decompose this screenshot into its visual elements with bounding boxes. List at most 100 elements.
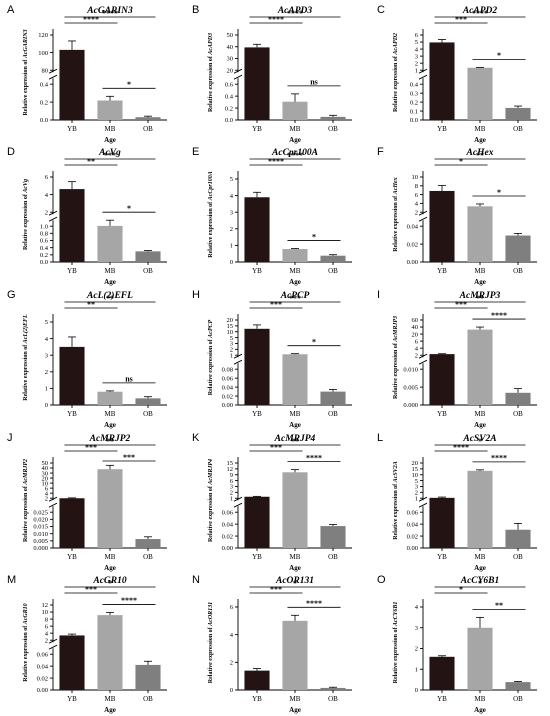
y-tick-label: 0.2 bbox=[40, 99, 48, 106]
x-tick-label: MB bbox=[475, 553, 486, 561]
y-tick-label: 20 bbox=[227, 67, 234, 74]
axis-break-mark bbox=[48, 210, 58, 216]
y-tick-label: 0.3 bbox=[410, 90, 418, 97]
y-axis-label-gene: AcMRJP4 bbox=[208, 459, 214, 486]
panel-title: AcMRJP4 bbox=[274, 434, 316, 444]
bar-ob bbox=[505, 392, 531, 405]
axis-break-mark bbox=[233, 502, 243, 508]
y-tick-label: 6 bbox=[415, 32, 419, 39]
y-axis-label-text: Relative expression of bbox=[23, 624, 29, 681]
bar-mb bbox=[467, 206, 493, 262]
bar-yb bbox=[429, 354, 455, 405]
bar-mb bbox=[282, 620, 308, 690]
x-tick-label: MB bbox=[475, 125, 486, 133]
y-tick-label: 4 bbox=[415, 345, 419, 352]
bar-ob bbox=[135, 117, 161, 120]
y-tick-label: 20 bbox=[42, 475, 49, 482]
x-tick-label: OB bbox=[328, 410, 338, 418]
axis-break-mark bbox=[418, 74, 428, 80]
bar-ob bbox=[320, 526, 346, 548]
significance-label: ** bbox=[87, 157, 95, 166]
y-tick-label: 0.04 bbox=[222, 521, 234, 528]
y-tick-label: 8 bbox=[45, 616, 48, 623]
y-tick-label: 0.06 bbox=[37, 651, 49, 658]
significance-label: * bbox=[127, 80, 131, 89]
panel-letter: D bbox=[7, 146, 15, 158]
y-axis-label: Relative expression of AcMRJP3 bbox=[393, 316, 399, 399]
panel-title: AcPCP bbox=[280, 291, 310, 301]
x-tick-label: YB bbox=[437, 553, 447, 561]
panel-letter: A bbox=[7, 4, 15, 16]
significance-label: *** bbox=[104, 151, 116, 160]
y-tick-label: 0.0 bbox=[225, 117, 233, 124]
x-axis-label: Age bbox=[474, 136, 486, 144]
y-tick-label: 0.6 bbox=[225, 81, 234, 88]
panel-letter: C bbox=[377, 4, 385, 16]
y-tick-label: 10 bbox=[412, 174, 419, 181]
y-tick-label: 4 bbox=[230, 632, 234, 639]
y-axis-label-gene: AcGARIN3 bbox=[23, 29, 29, 59]
x-axis-label: Age bbox=[104, 278, 116, 286]
y-axis-label-gene: AcGR10 bbox=[23, 603, 29, 625]
y-tick-label: 10 bbox=[412, 472, 419, 479]
panel-letter: H bbox=[192, 289, 200, 301]
y-tick-label: 8 bbox=[415, 183, 418, 190]
significance-label: ** bbox=[87, 300, 95, 309]
significance-label: *** bbox=[289, 294, 301, 303]
x-tick-label: OB bbox=[513, 553, 523, 561]
bar-yb bbox=[59, 635, 85, 690]
axis-break-mark bbox=[418, 68, 428, 74]
bar-yb bbox=[244, 328, 270, 405]
y-axis-label-gene: AcMRJP3 bbox=[393, 316, 399, 343]
y-tick-label: 0.06 bbox=[222, 509, 234, 516]
y-axis-label: Relative expression of AcCY6B1 bbox=[393, 602, 399, 684]
significance-label: ** bbox=[106, 437, 114, 446]
significance-label: *** bbox=[85, 443, 97, 452]
significance-label: ** bbox=[106, 294, 114, 303]
y-tick-label: 0.0 bbox=[40, 117, 48, 124]
panel-letter: G bbox=[7, 289, 16, 301]
significance-label: * bbox=[312, 337, 316, 346]
y-tick-label: 4 bbox=[415, 604, 419, 611]
y-tick-label: 0.1 bbox=[410, 108, 418, 115]
y-tick-label: 3 bbox=[415, 484, 418, 491]
significance-label: ** bbox=[291, 437, 299, 446]
y-tick-label: 2 bbox=[45, 209, 48, 216]
bar-ob bbox=[135, 539, 161, 548]
axis-break-mark bbox=[418, 353, 428, 359]
y-axis-label: Relative expression of AcAPD3 bbox=[208, 33, 214, 112]
y-axis-label-text: Relative expression of bbox=[23, 485, 29, 542]
significance-label: *** bbox=[455, 15, 467, 24]
x-tick-label: OB bbox=[143, 410, 153, 418]
bar-yb bbox=[59, 346, 85, 405]
y-tick-label: 0.04 bbox=[37, 663, 49, 670]
y-axis-label: Relative expression of AcGARIN3 bbox=[23, 29, 29, 115]
panel-title: AcMRJP2 bbox=[89, 434, 131, 444]
x-tick-label: OB bbox=[513, 125, 523, 133]
bar-yb bbox=[59, 49, 85, 120]
y-tick-label: 4 bbox=[45, 336, 49, 343]
y-tick-label: 4 bbox=[45, 192, 49, 199]
axis-break-mark bbox=[48, 638, 58, 644]
y-tick-label: 1 bbox=[230, 352, 233, 359]
bar-mb bbox=[467, 67, 493, 120]
y-tick-label: 3 bbox=[230, 209, 233, 216]
y-tick-label: 50 bbox=[42, 460, 49, 467]
x-tick-label: YB bbox=[437, 267, 447, 275]
x-axis-label: Age bbox=[104, 564, 116, 572]
x-tick-label: OB bbox=[143, 125, 153, 133]
bar-yb bbox=[244, 47, 270, 120]
x-tick-label: YB bbox=[437, 410, 447, 418]
x-tick-label: MB bbox=[475, 695, 486, 703]
y-axis-label: Relative expression of AcOR131 bbox=[208, 602, 214, 683]
panel-letter: N bbox=[192, 574, 200, 586]
axis-break-mark bbox=[48, 496, 58, 502]
x-tick-label: YB bbox=[252, 125, 262, 133]
x-tick-label: MB bbox=[290, 267, 301, 275]
